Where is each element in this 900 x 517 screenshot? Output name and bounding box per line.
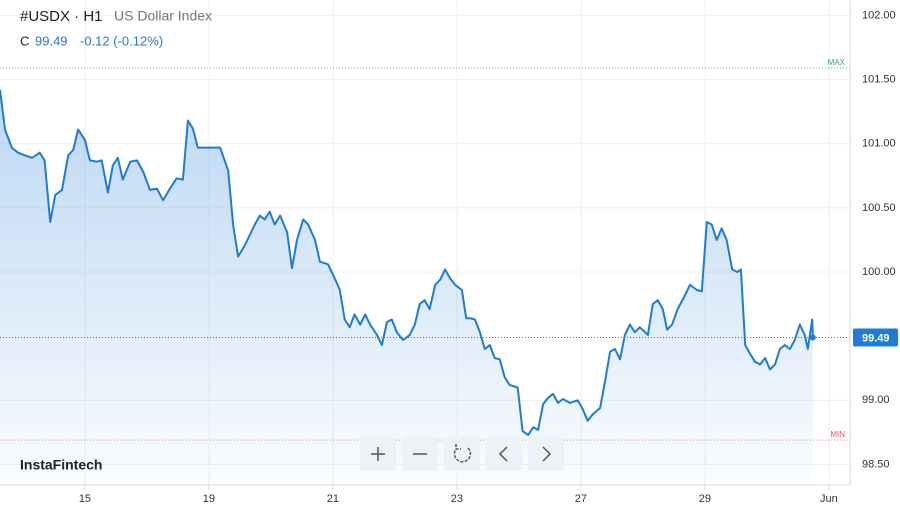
- scroll-left-button[interactable]: [486, 437, 522, 471]
- price-line: [0, 89, 814, 436]
- chart-title: US Dollar Index: [114, 8, 212, 24]
- x-tick-label: 23: [451, 493, 463, 505]
- close-value: 99.49: [35, 33, 68, 48]
- current-price-label: 99.49: [862, 332, 890, 344]
- y-tick-label: 101.00: [862, 138, 896, 150]
- x-tick-label: 27: [575, 493, 587, 505]
- y-tick-label: 99.00: [862, 394, 890, 406]
- min-label: MIN: [830, 430, 845, 439]
- y-tick-label: 100.50: [862, 202, 896, 214]
- symbol: #USDX · H1: [20, 8, 103, 25]
- x-tick-label: 15: [79, 493, 91, 505]
- close-prefix: C: [20, 33, 29, 48]
- current-price-tag: [853, 328, 898, 347]
- scroll-right-button[interactable]: [528, 437, 564, 471]
- x-tick-label: 21: [327, 493, 339, 505]
- y-tick-label: 98.50: [862, 458, 890, 470]
- close-change: -0.12 (-0.12%): [80, 33, 163, 48]
- last-point: [809, 334, 816, 341]
- y-tick-label: 100.00: [862, 266, 896, 278]
- y-tick-label: 102.00: [862, 9, 896, 21]
- x-tick-label: 29: [699, 493, 711, 505]
- x-tick-label: 19: [203, 493, 215, 505]
- reset-button[interactable]: [444, 437, 480, 471]
- max-label: MAX: [828, 58, 846, 67]
- area: [0, 89, 813, 486]
- x-tick-label: Jun: [820, 493, 838, 505]
- y-tick-label: 101.50: [862, 73, 896, 85]
- zoom-out-button[interactable]: [402, 437, 438, 471]
- brand: InstaFintech: [20, 457, 102, 473]
- zoom-in-button[interactable]: [360, 437, 396, 471]
